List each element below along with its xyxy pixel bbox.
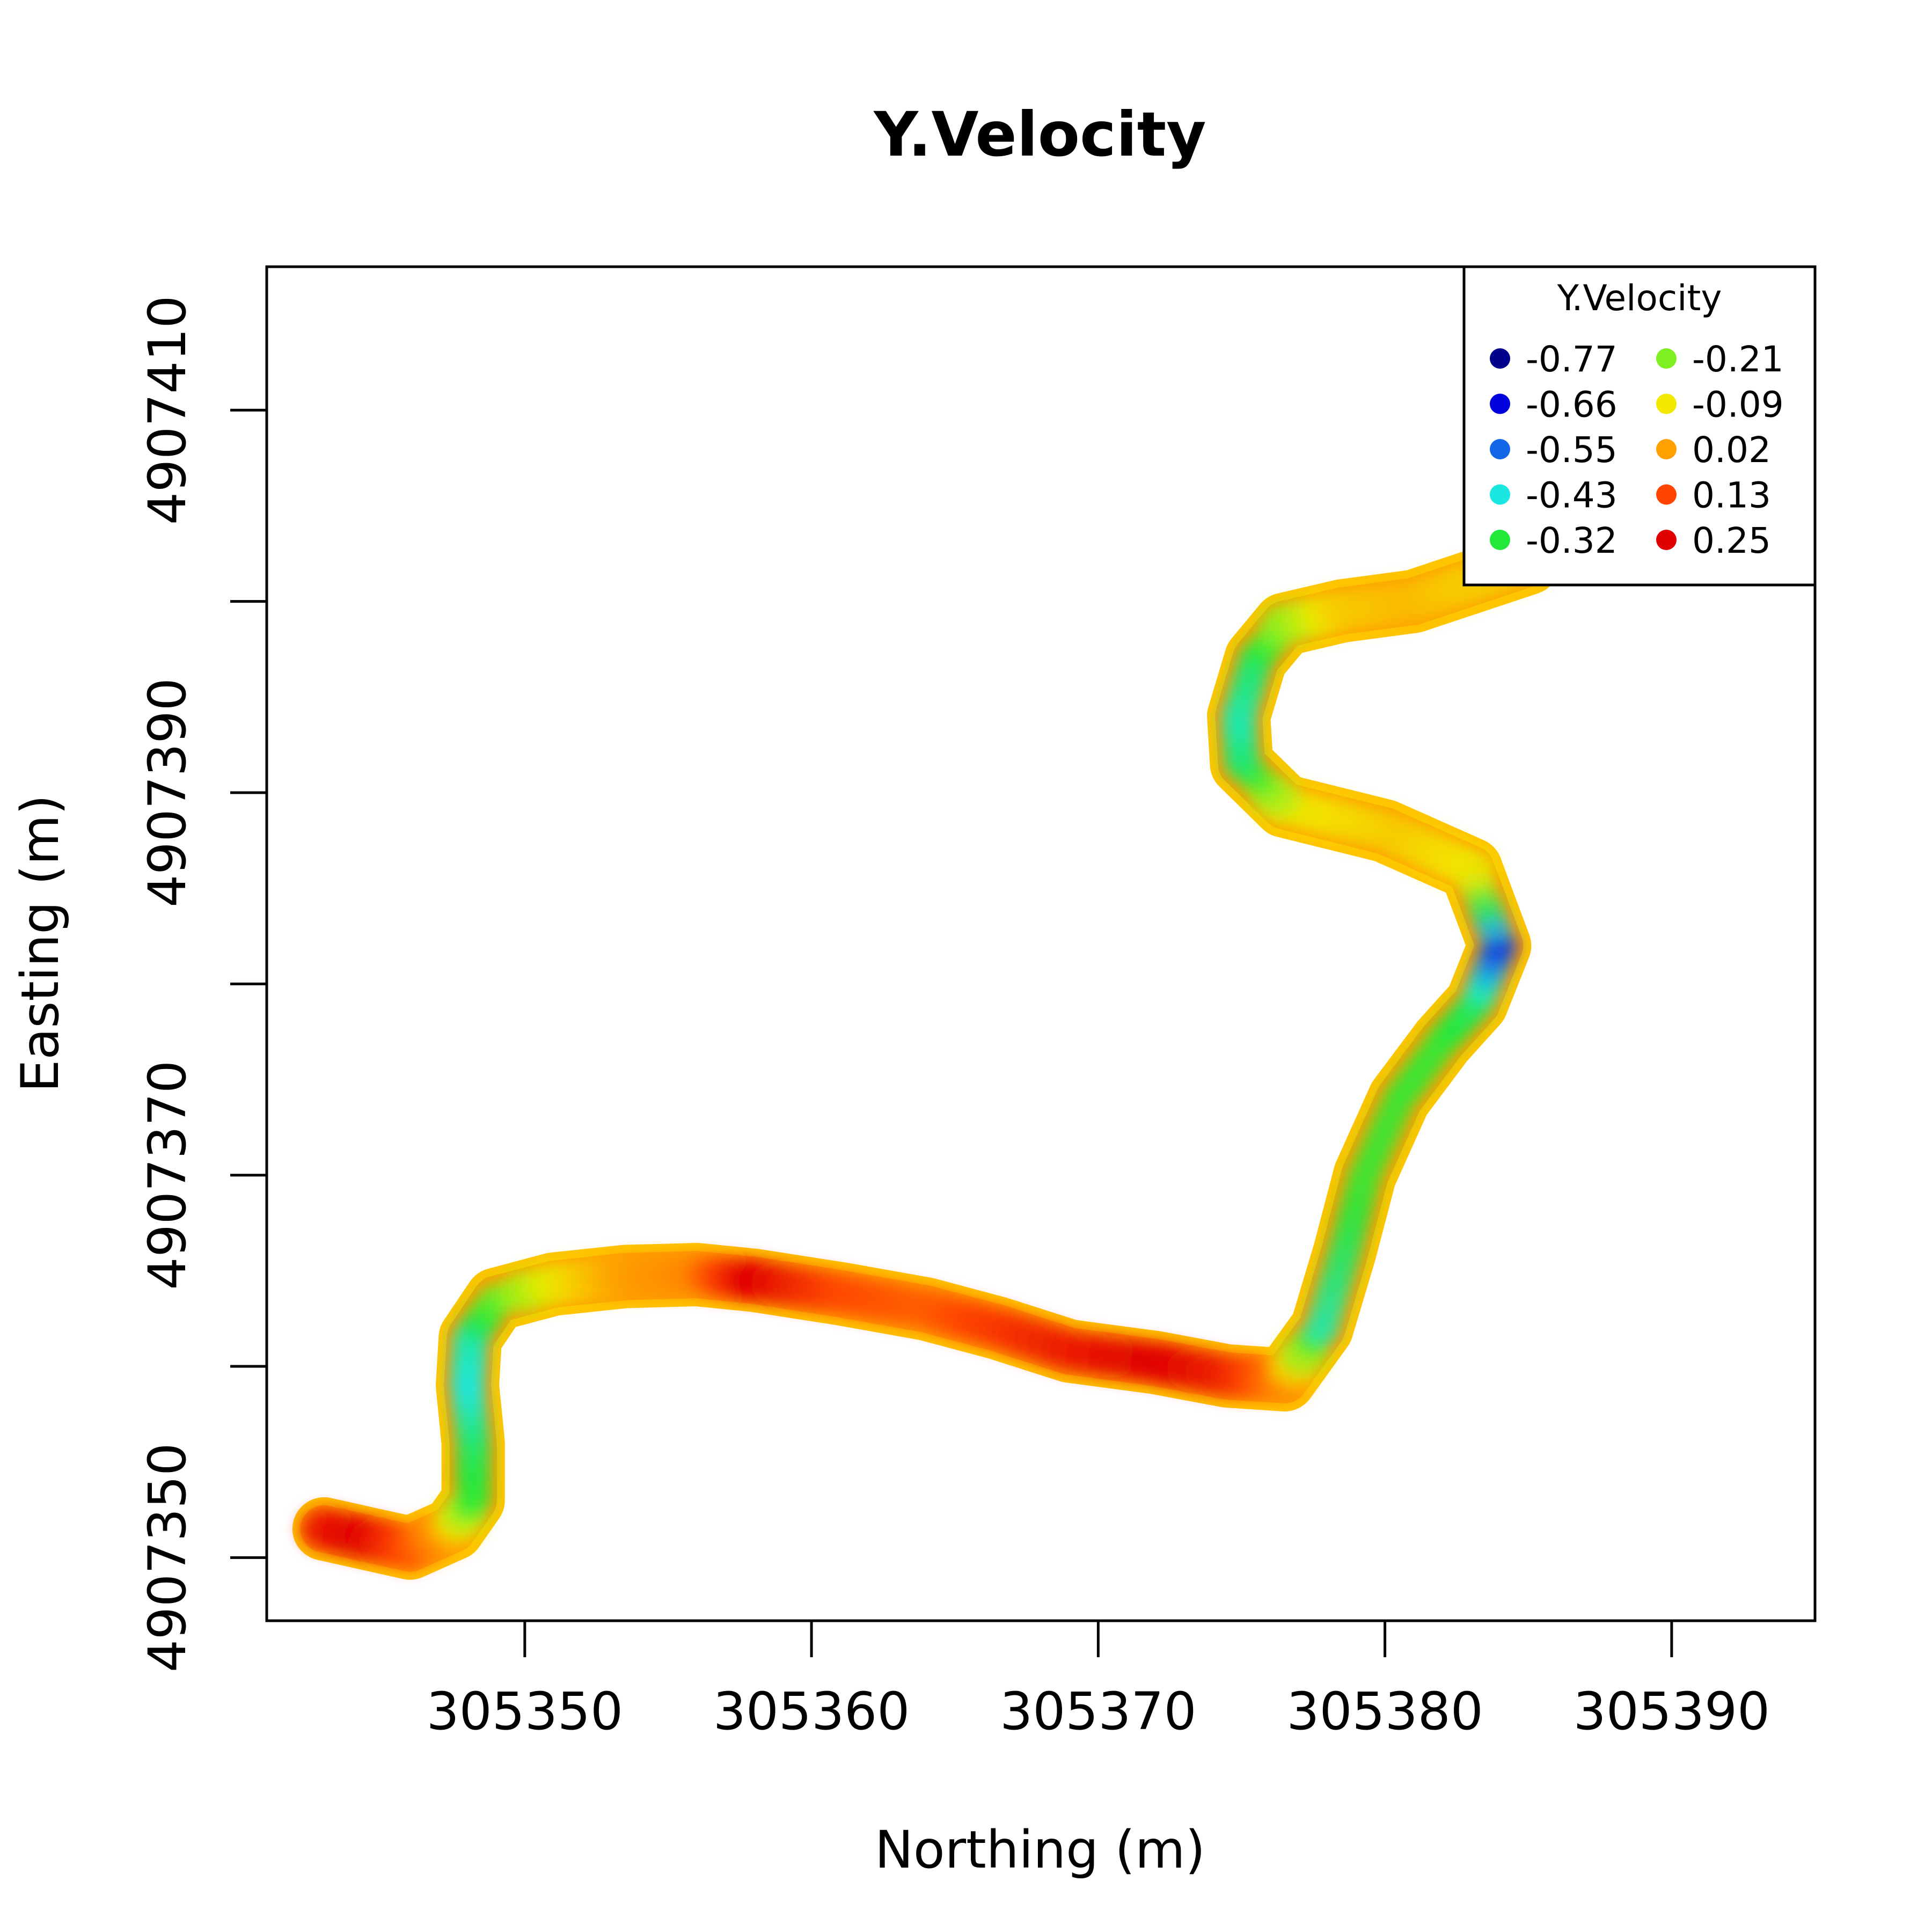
legend-swatch: [1656, 484, 1677, 505]
channel-body: [300, 539, 1552, 1572]
chart-title: Y.Velocity: [873, 99, 1206, 170]
x-axis: 305350 305360 305370 305380 305390: [427, 1621, 1770, 1741]
legend-label: 0.02: [1692, 429, 1771, 471]
legend-label: -0.55: [1526, 429, 1618, 471]
legend-label: 0.25: [1692, 520, 1771, 561]
legend: Y.Velocity -0.77-0.66-0.55-0.43-0.32 -0.2…: [1462, 265, 1817, 587]
legend-label: -0.32: [1526, 520, 1618, 561]
legend-swatch: [1490, 393, 1510, 414]
legend-label: -0.77: [1526, 339, 1618, 380]
y-axis: 4907350 4907370 4907390 4907410: [137, 295, 267, 1672]
legend-entries: -0.77-0.66-0.55-0.43-0.32-0.21-0.090.020…: [1490, 339, 1784, 561]
y-tick-label: 4907350: [137, 1443, 197, 1673]
legend-title: Y.Velocity: [1557, 277, 1722, 319]
legend-swatch: [1656, 530, 1677, 550]
x-axis-label: Northing (m): [875, 1820, 1205, 1880]
y-axis-label: Easting (m): [10, 795, 70, 1093]
legend-swatch: [1656, 439, 1677, 459]
legend-swatch: [1490, 530, 1510, 550]
channel-rim: [292, 531, 1560, 1580]
legend-swatch: [1656, 348, 1677, 369]
legend-swatch: [1656, 393, 1677, 414]
legend-swatch: [1490, 439, 1510, 459]
y-tick-label: 4907390: [137, 678, 197, 908]
x-tick-label: 305390: [1574, 1681, 1770, 1741]
legend-label: -0.21: [1692, 339, 1784, 380]
legend-label: -0.09: [1692, 384, 1784, 426]
legend-label: -0.66: [1526, 384, 1618, 426]
x-tick-label: 305380: [1286, 1681, 1483, 1741]
channel-outline: [292, 531, 1560, 1580]
x-tick-label: 305350: [427, 1681, 623, 1741]
plot-frame: [265, 265, 1817, 1622]
y-tick-label: 4907410: [137, 295, 197, 525]
legend-box: [1462, 265, 1817, 587]
legend-swatch: [1490, 484, 1510, 505]
legend-label: 0.13: [1692, 475, 1771, 516]
x-tick-label: 305360: [713, 1681, 910, 1741]
velocity-field: [292, 531, 1560, 1580]
legend-label: -0.43: [1526, 475, 1618, 516]
legend-swatch: [1490, 348, 1510, 369]
y-tick-label: 4907370: [137, 1060, 197, 1290]
x-tick-label: 305370: [1000, 1681, 1196, 1741]
velocity-patches: [299, 541, 1553, 1569]
